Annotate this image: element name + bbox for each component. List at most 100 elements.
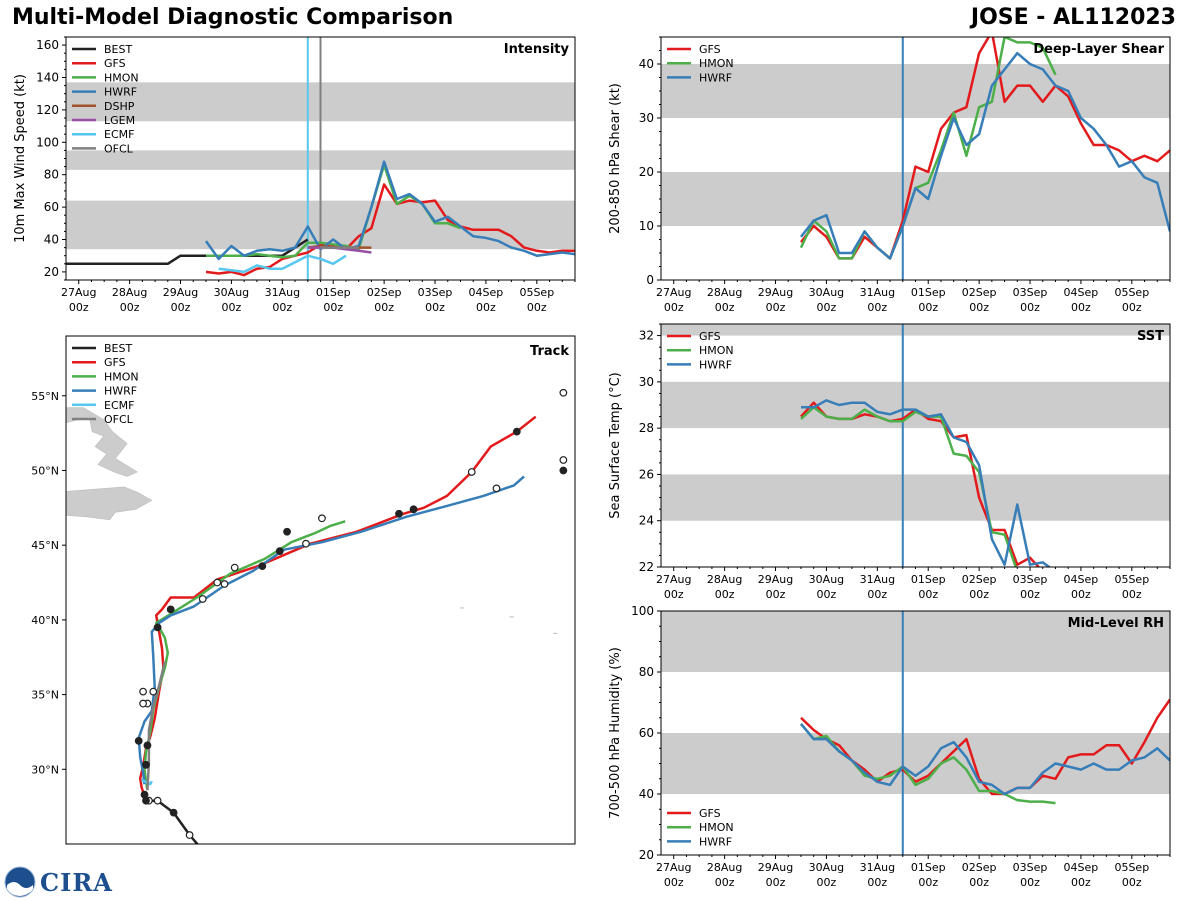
- sst-x-tick-day: 01Sep: [911, 573, 946, 586]
- sst-x-tick-day: 03Sep: [1013, 573, 1048, 586]
- intensity-legend-label-dshp: DSHP: [104, 100, 135, 113]
- sst-x-tick-hour: 00z: [1020, 588, 1040, 601]
- shear-x-tick-day: 29Aug: [758, 286, 793, 299]
- sst-x-tick-hour: 00z: [664, 588, 684, 601]
- track-lat-label: 30°N: [31, 763, 59, 776]
- shear-x-tick-hour: 00z: [867, 301, 887, 314]
- intensity-y-tick-label: 120: [36, 103, 59, 117]
- intensity-series-hwrf: [204, 160, 575, 261]
- rh-x-tick-day: 27Aug: [656, 861, 691, 874]
- intensity-y-tick-label: 100: [36, 135, 59, 149]
- shear-y-tick-label: 20: [639, 165, 654, 179]
- intensity-legend-label-gfs: GFS: [104, 57, 126, 70]
- track-position-marker: [220, 580, 229, 588]
- intensity-legend-label-ecmf: ECMF: [104, 128, 134, 141]
- track-position-marker: [492, 484, 501, 493]
- sst-y-tick-label: 22: [639, 560, 654, 574]
- shear-x-tick-hour: 00z: [766, 301, 786, 314]
- sst-x-tick-hour: 00z: [969, 588, 989, 601]
- track-position-marker: [559, 466, 568, 475]
- track-position-marker: [134, 737, 143, 745]
- shear-x-tick-hour: 00z: [1122, 301, 1142, 314]
- sst-x-tick-day: 02Sep: [962, 573, 997, 586]
- track-position-marker: [283, 527, 291, 536]
- track-position-marker: [318, 514, 326, 523]
- track-legend-label-ofcl: OFCL: [104, 413, 134, 426]
- sst-x-tick-hour: 00z: [1122, 588, 1142, 601]
- sst-x-tick-day: 27Aug: [656, 573, 691, 586]
- intensity-x-tick-day: 05Sep: [519, 286, 554, 299]
- rh-x-tick-hour: 00z: [1020, 876, 1040, 889]
- shear-x-tick-hour: 00z: [918, 301, 938, 314]
- intensity-x-tick-day: 04Sep: [469, 286, 504, 299]
- intensity-x-tick-day: 27Aug: [61, 286, 96, 299]
- intensity-legend-label-hmon: HMON: [104, 71, 139, 84]
- intensity-x-tick-day: 29Aug: [163, 286, 198, 299]
- track-position-marker: [153, 796, 162, 805]
- rh-x-tick-day: 30Aug: [809, 861, 844, 874]
- track-frame: [65, 335, 576, 845]
- panel-sst: 22 24 26 28 30 32 27Aug 00z 28Aug 00z 29Aug 00z 30Au…: [608, 323, 1171, 601]
- rh-threshold-band: [661, 611, 1170, 672]
- track-legend-label-ecmf: ECMF: [104, 399, 134, 412]
- rh-x-tick-hour: 00z: [969, 876, 989, 889]
- sst-x-tick-day: 04Sep: [1064, 573, 1099, 586]
- intensity-legend-label-ofcl: OFCL: [104, 142, 134, 155]
- panel-rh: 20 40 60 80 100 27Aug 00z 28Aug 00z 29Aug 00z 30Aug…: [608, 604, 1171, 889]
- intensity-x-tick-hour: 00z: [272, 301, 292, 314]
- track-series-gfs: [138, 415, 537, 797]
- sst-y-tick-label: 28: [639, 421, 654, 435]
- shear-y-tick-label: 40: [639, 57, 654, 71]
- track-position-marker: [169, 808, 178, 817]
- rh-plot-area: [661, 611, 1170, 855]
- shear-series-hwrf: [800, 51, 1170, 260]
- shear-x-tick-hour: 00z: [1020, 301, 1040, 314]
- shear-y-tick-label: 10: [639, 219, 654, 233]
- intensity-x-tick-day: 31Aug: [265, 286, 300, 299]
- intensity-legend-label-lgem: LGEM: [104, 114, 135, 127]
- rh-x-tick-day: 03Sep: [1013, 861, 1048, 874]
- shear-x-tick-hour: 00z: [664, 301, 684, 314]
- sst-threshold-band: [661, 474, 1170, 521]
- shear-x-tick-day: 31Aug: [860, 286, 895, 299]
- shear-x-tick-day: 28Aug: [707, 286, 742, 299]
- intensity-x-tick-day: 28Aug: [112, 286, 147, 299]
- storm-title: JOSE - AL112023: [970, 5, 1176, 30]
- shear-x-tick-hour: 00z: [817, 301, 837, 314]
- shear-x-tick-day: 30Aug: [809, 286, 844, 299]
- intensity-y-axis-label: 10m Max Wind Speed (kt): [13, 74, 28, 243]
- track-position-marker: [230, 563, 239, 572]
- shear-x-tick-day: 02Sep: [962, 286, 997, 299]
- rh-x-tick-day: 04Sep: [1064, 861, 1099, 874]
- rh-x-tick-hour: 00z: [715, 876, 735, 889]
- cira-logo-text: CIRA: [40, 867, 113, 897]
- track-position-marker: [166, 605, 175, 614]
- intensity-x-tick-hour: 00z: [323, 301, 343, 314]
- sst-threshold-band: [661, 324, 1170, 336]
- rh-x-tick-day: 05Sep: [1114, 861, 1149, 874]
- track-position-marker: [139, 687, 147, 696]
- intensity-y-tick-label: 160: [36, 38, 59, 52]
- track-legend-label-best: BEST: [104, 342, 132, 355]
- rh-x-tick-hour: 00z: [1122, 876, 1142, 889]
- shear-x-tick-day: 03Sep: [1013, 286, 1048, 299]
- rh-x-tick-hour: 00z: [867, 876, 887, 889]
- rh-x-tick-hour: 00z: [766, 876, 786, 889]
- intensity-y-tick-label: 20: [44, 265, 59, 279]
- intensity-plot-area: [66, 37, 575, 280]
- sst-panel-title: SST: [1137, 329, 1164, 344]
- shear-y-tick-label: 30: [639, 111, 654, 125]
- intensity-x-tick-day: 03Sep: [418, 286, 453, 299]
- shear-legend-label-hwrf: HWRF: [699, 71, 732, 84]
- sst-x-tick-day: 29Aug: [758, 573, 793, 586]
- shear-x-tick-hour: 00z: [969, 301, 989, 314]
- track-position-marker: [140, 790, 149, 799]
- sst-legend-label-hmon: HMON: [699, 344, 734, 357]
- track-position-marker: [143, 741, 152, 750]
- intensity-y-tick-label: 80: [44, 168, 59, 182]
- track-lat-label: 45°N: [31, 539, 59, 552]
- shear-y-tick-label: 0: [646, 273, 654, 287]
- intensity-y-tick-label: 60: [44, 200, 59, 214]
- intensity-x-tick-hour: 00z: [476, 301, 496, 314]
